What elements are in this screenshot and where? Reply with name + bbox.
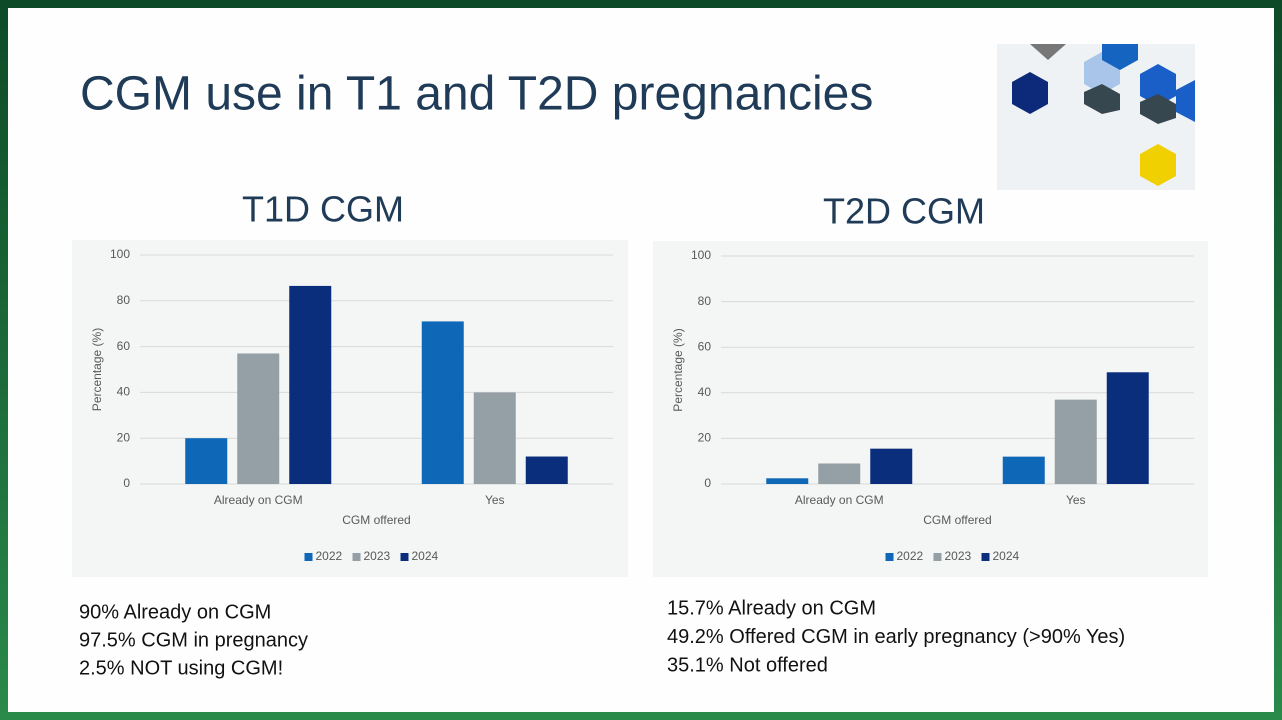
legend-swatch (400, 553, 409, 561)
note-line: 97.5% CGM in pregnancy (79, 629, 308, 651)
legend-label: 2023 (945, 549, 972, 563)
y-tick-label: 20 (698, 431, 712, 445)
bar (1106, 372, 1149, 484)
y-axis-title: Percentage (%) (671, 328, 685, 411)
bar (525, 456, 568, 484)
note-line: 49.2% Offered CGM in early pregnancy (>9… (667, 626, 1125, 648)
bar (1054, 399, 1097, 484)
y-tick-label: 60 (698, 339, 712, 353)
chart-title: T2D CGM (823, 191, 985, 232)
x-tick-label: Already on CGM (214, 493, 303, 507)
x-axis-title: CGM offered (342, 513, 410, 527)
bar (421, 321, 464, 484)
bar (237, 353, 280, 484)
legend-label: 2024 (993, 549, 1020, 563)
bar (185, 438, 228, 484)
logo (997, 44, 1195, 190)
bar (473, 392, 516, 484)
legend-label: 2024 (412, 549, 439, 563)
bar (870, 448, 913, 484)
note-line: 35.1% Not offered (667, 654, 828, 676)
bar (289, 285, 332, 484)
y-tick-label: 20 (117, 430, 131, 444)
x-tick-label: Yes (1066, 493, 1086, 507)
note-line: 90% Already on CGM (79, 601, 271, 623)
legend-swatch (981, 553, 990, 561)
y-tick-label: 40 (698, 385, 712, 399)
y-tick-label: 0 (123, 476, 130, 490)
y-tick-label: 80 (117, 293, 131, 307)
legend-swatch (304, 553, 313, 561)
y-tick-label: 60 (117, 339, 131, 353)
legend-swatch (933, 553, 942, 561)
chart-title: T1D CGM (242, 189, 404, 230)
note-line: 15.7% Already on CGM (667, 597, 876, 619)
y-tick-label: 100 (691, 248, 711, 262)
note-line: 2.5% NOT using CGM! (79, 657, 283, 679)
x-tick-label: Already on CGM (795, 493, 884, 507)
legend-label: 2023 (364, 549, 391, 563)
chart-panel (72, 240, 628, 577)
bar (1002, 456, 1045, 484)
y-axis-title: Percentage (%) (90, 328, 104, 411)
legend-label: 2022 (316, 549, 343, 563)
y-tick-label: 40 (117, 385, 131, 399)
slide-title: CGM use in T1 and T2D pregnancies (80, 68, 873, 121)
legend-swatch (352, 553, 361, 561)
legend-swatch (885, 553, 894, 561)
bar (766, 478, 809, 484)
y-tick-label: 80 (698, 294, 712, 308)
bar (818, 463, 861, 484)
y-tick-label: 100 (110, 247, 130, 261)
x-tick-label: Yes (485, 493, 505, 507)
x-axis-title: CGM offered (923, 513, 991, 527)
legend-label: 2022 (897, 549, 924, 563)
y-tick-label: 0 (704, 476, 711, 490)
